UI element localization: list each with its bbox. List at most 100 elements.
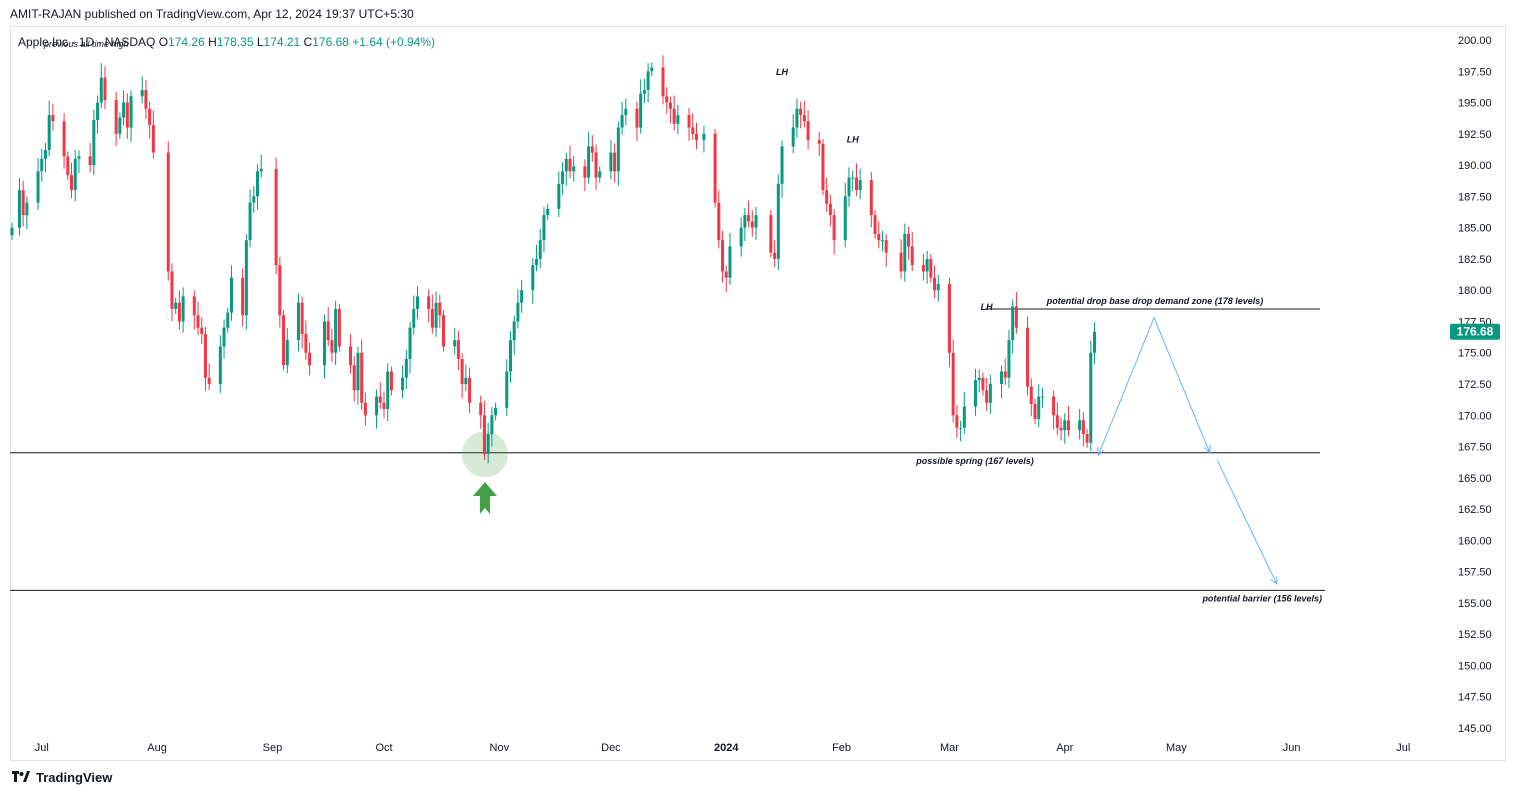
candle	[1066, 420, 1070, 431]
candle	[947, 283, 951, 353]
candle	[665, 96, 669, 103]
candle	[88, 156, 92, 166]
candle	[791, 127, 795, 147]
candle	[821, 143, 825, 191]
x-tick-label: Jun	[1283, 742, 1301, 754]
candle	[694, 133, 698, 141]
candle	[743, 215, 747, 228]
y-tick-label: 160.00	[1458, 535, 1492, 547]
y-tick-label: 150.00	[1458, 660, 1492, 672]
candle	[1063, 420, 1067, 431]
y-tick-label: 190.00	[1458, 160, 1492, 172]
chart-legend: Apple Inc · 1D · NASDAQ O174.26 H178.35 …	[18, 35, 435, 49]
candle	[151, 125, 155, 153]
y-tick-label: 147.50	[1458, 692, 1492, 704]
candle	[360, 352, 364, 403]
lh-annotation: LH	[776, 67, 788, 77]
legend-high-label: H	[208, 35, 217, 49]
legend-close: 176.68	[312, 35, 349, 49]
publisher-line: AMIT-RAJAN published on TradingView.com,…	[10, 7, 414, 21]
candle	[921, 265, 925, 272]
candle	[337, 308, 341, 347]
candle	[858, 180, 862, 191]
candle	[884, 240, 888, 253]
legend-high: 178.35	[216, 35, 254, 49]
candle	[427, 296, 431, 309]
candle	[650, 67, 654, 72]
candle	[929, 258, 933, 278]
candle	[557, 183, 561, 209]
footer[interactable]: TradingView	[10, 770, 112, 785]
candle	[721, 240, 725, 272]
candle	[776, 183, 780, 259]
candle	[936, 283, 940, 291]
y-tick-label: 145.00	[1458, 723, 1492, 735]
candle	[442, 315, 446, 347]
candle	[572, 166, 576, 172]
x-tick-label: May	[1166, 742, 1187, 754]
x-tick-label: 2024	[714, 742, 739, 754]
y-tick-label: 170.00	[1458, 410, 1492, 422]
candle	[564, 158, 568, 172]
candle	[401, 377, 405, 391]
candle	[408, 327, 412, 359]
candle	[613, 152, 617, 172]
candle	[985, 390, 989, 403]
arrow-head-icon	[1270, 576, 1278, 586]
candle	[843, 196, 847, 241]
candle	[375, 396, 379, 416]
candle	[817, 140, 821, 144]
candle	[25, 202, 29, 216]
candle	[668, 102, 672, 109]
candle	[129, 96, 133, 128]
candle	[51, 115, 55, 122]
candle	[66, 156, 70, 176]
candle	[635, 108, 639, 128]
candle	[1093, 331, 1097, 353]
candle	[96, 102, 100, 121]
candle	[620, 115, 624, 128]
candle	[468, 377, 472, 403]
candle	[542, 215, 546, 241]
candle	[802, 115, 806, 122]
candle	[925, 258, 929, 272]
candle	[728, 246, 732, 278]
candle	[241, 277, 245, 316]
candle	[520, 290, 524, 303]
x-tick-label: Apr	[1056, 742, 1073, 754]
candle	[933, 277, 937, 291]
y-tick-label: 152.50	[1458, 629, 1492, 641]
candle	[806, 121, 810, 141]
legend-low-label: L	[256, 35, 264, 49]
candle	[646, 71, 650, 91]
candle	[73, 158, 77, 191]
candle	[538, 240, 542, 259]
candle	[300, 302, 304, 334]
candle	[456, 340, 460, 359]
candle	[226, 312, 230, 328]
candle	[747, 215, 751, 222]
candle	[955, 415, 959, 428]
candle	[278, 265, 282, 316]
candle	[754, 215, 758, 228]
candle	[962, 406, 966, 428]
x-tick-label: Oct	[375, 742, 392, 754]
legend-symbol: Apple Inc · 1D · NASDAQ	[18, 35, 156, 49]
candle	[959, 427, 963, 429]
y-tick-label: 195.00	[1458, 98, 1492, 110]
candle	[903, 233, 907, 272]
candle	[598, 171, 602, 178]
candle	[687, 115, 691, 128]
y-tick-label: 182.50	[1458, 254, 1492, 266]
candle	[200, 327, 204, 334]
candle	[750, 221, 754, 228]
candle	[702, 133, 706, 141]
candle	[847, 177, 851, 197]
candle	[1007, 340, 1011, 378]
y-tick-label: 200.00	[1458, 35, 1492, 47]
candle	[1000, 371, 1004, 384]
candle	[1040, 396, 1044, 398]
candle	[907, 233, 911, 247]
candle	[118, 117, 122, 134]
